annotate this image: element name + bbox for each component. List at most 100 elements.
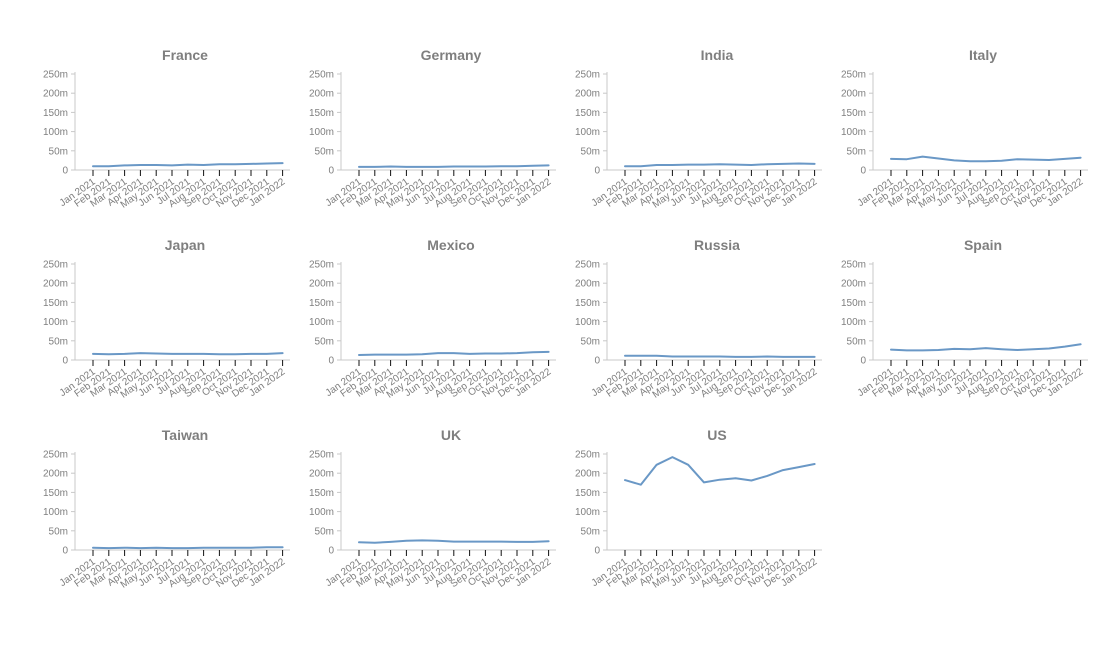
panel-title: Russia: [694, 237, 740, 253]
y-tick-label: 150m: [841, 298, 866, 309]
y-tick-label: 0: [328, 546, 334, 557]
series-line-italy: [890, 155, 1082, 163]
y-tick-label: 200m: [841, 279, 866, 290]
y-tick-label: 100m: [575, 507, 600, 518]
y-tick-label: 200m: [43, 89, 68, 100]
y-tick-label: 100m: [309, 127, 334, 138]
panel-title: France: [162, 47, 208, 63]
y-tick-label: 50m: [49, 336, 68, 347]
y-tick-label: 50m: [315, 146, 334, 157]
y-tick-label: 250m: [43, 260, 68, 271]
panel-title: UK: [441, 427, 461, 443]
y-tick-label: 150m: [43, 488, 68, 499]
y-tick-label: 200m: [309, 279, 334, 290]
y-tick-label: 150m: [575, 488, 600, 499]
series-line-taiwan: [92, 546, 284, 550]
y-tick-label: 50m: [847, 146, 866, 157]
panel-title: Japan: [165, 237, 205, 253]
y-tick-label: 250m: [43, 450, 68, 461]
y-tick-label: 150m: [575, 298, 600, 309]
y-tick-label: 200m: [841, 89, 866, 100]
panel-title: Taiwan: [162, 427, 208, 443]
y-tick-label: 50m: [315, 336, 334, 347]
panel-title: India: [701, 47, 734, 63]
y-tick-label: 0: [62, 546, 68, 557]
series-line-russia: [624, 354, 816, 358]
y-tick-label: 200m: [309, 89, 334, 100]
y-tick-label: 250m: [309, 70, 334, 81]
y-tick-label: 250m: [309, 450, 334, 461]
y-tick-label: 250m: [575, 450, 600, 461]
series-line-germany: [358, 164, 550, 168]
y-tick-label: 100m: [43, 317, 68, 328]
y-tick-label: 100m: [43, 127, 68, 138]
series-line-mexico: [358, 350, 550, 356]
y-tick-label: 150m: [309, 298, 334, 309]
y-tick-label: 0: [328, 356, 334, 367]
y-tick-label: 200m: [575, 469, 600, 480]
y-tick-label: 50m: [847, 336, 866, 347]
y-tick-label: 0: [328, 166, 334, 177]
y-tick-label: 150m: [43, 108, 68, 119]
y-tick-label: 0: [594, 546, 600, 557]
y-tick-label: 200m: [43, 469, 68, 480]
y-tick-label: 250m: [309, 260, 334, 271]
y-tick-label: 200m: [43, 279, 68, 290]
panel-title: Mexico: [427, 237, 474, 253]
y-tick-label: 0: [62, 356, 68, 367]
y-tick-label: 150m: [43, 298, 68, 309]
panel-title: Spain: [964, 237, 1002, 253]
y-tick-label: 50m: [49, 146, 68, 157]
y-tick-label: 100m: [841, 127, 866, 138]
series-line-uk: [358, 539, 550, 544]
y-tick-label: 100m: [575, 317, 600, 328]
y-tick-label: 250m: [841, 260, 866, 271]
y-tick-label: 200m: [575, 279, 600, 290]
panel-title: Germany: [421, 47, 482, 63]
panel-title: Italy: [969, 47, 997, 63]
y-tick-label: 50m: [315, 526, 334, 537]
y-tick-label: 50m: [581, 336, 600, 347]
y-tick-label: 250m: [43, 70, 68, 81]
y-tick-label: 100m: [575, 127, 600, 138]
y-tick-label: 150m: [841, 108, 866, 119]
y-tick-label: 150m: [309, 108, 334, 119]
series-line-spain: [890, 343, 1082, 352]
y-tick-label: 200m: [575, 89, 600, 100]
y-tick-label: 100m: [309, 317, 334, 328]
y-tick-label: 200m: [309, 469, 334, 480]
y-tick-label: 100m: [841, 317, 866, 328]
y-tick-label: 50m: [581, 146, 600, 157]
series-line-india: [624, 162, 816, 168]
y-tick-label: 0: [594, 356, 600, 367]
y-tick-label: 0: [594, 166, 600, 177]
y-tick-label: 0: [62, 166, 68, 177]
y-tick-label: 50m: [49, 526, 68, 537]
series-line-france: [92, 162, 284, 168]
y-tick-label: 50m: [581, 526, 600, 537]
y-tick-label: 250m: [841, 70, 866, 81]
series-line-japan: [92, 352, 284, 356]
panel-title: US: [707, 427, 726, 443]
y-tick-label: 0: [860, 356, 866, 367]
y-tick-label: 150m: [309, 488, 334, 499]
y-tick-label: 100m: [309, 507, 334, 518]
series-line-us: [624, 456, 816, 486]
y-tick-label: 150m: [575, 108, 600, 119]
y-tick-label: 0: [860, 166, 866, 177]
y-tick-label: 100m: [43, 507, 68, 518]
y-tick-label: 250m: [575, 260, 600, 271]
y-tick-label: 250m: [575, 70, 600, 81]
